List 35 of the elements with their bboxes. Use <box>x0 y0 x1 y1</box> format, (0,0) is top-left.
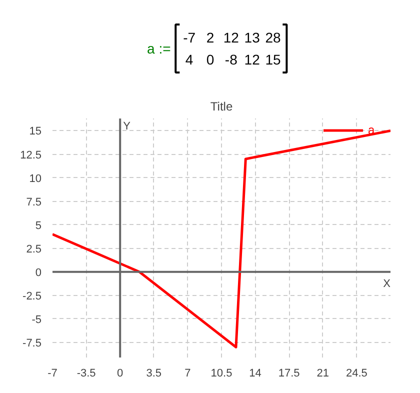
data-label: -8 <box>224 52 238 68</box>
data-label: 12 <box>244 52 260 68</box>
data-label: 2 <box>206 30 214 46</box>
data-label: 13 <box>244 30 260 46</box>
data-label: 15 <box>265 52 282 68</box>
x-tick-label: 7 <box>184 368 191 380</box>
x-tick-label: 3.5 <box>146 368 162 380</box>
y-tick-label: -2.5 <box>22 290 42 302</box>
y-tick-label: 0 <box>35 266 42 279</box>
y-tick-label: 12.5 <box>20 149 42 162</box>
chart-title: Title <box>210 100 233 114</box>
y-tick-label: 2.5 <box>26 243 42 256</box>
x-tick-label: 24.5 <box>346 368 368 380</box>
x-tick-label: -7 <box>48 368 58 380</box>
x-axis-title: X <box>383 278 392 290</box>
y-tick-label: 5 <box>35 220 42 232</box>
y-tick-label: 7.5 <box>26 196 42 208</box>
y-tick-label: 15 <box>29 126 42 138</box>
x-tick-label: 10.5 <box>210 368 232 380</box>
x-tick-label: 0 <box>117 368 124 380</box>
y-tick-label: -5 <box>32 314 42 326</box>
y-tick-label: -7.5 <box>22 337 42 350</box>
data-label: -7 <box>183 30 196 46</box>
data-label: 4 <box>185 52 194 68</box>
x-tick-label: 17.5 <box>278 368 300 380</box>
x-tick-label: 14 <box>249 368 262 380</box>
data-label: 12 <box>223 30 240 46</box>
text: a := <box>147 40 171 56</box>
y-axis-title: Y <box>123 120 132 132</box>
x-tick-label: -3.5 <box>76 368 96 380</box>
data-label: 0 <box>206 52 214 68</box>
data-label: 28 <box>265 30 282 46</box>
x-tick-label: 21 <box>316 368 330 380</box>
line-series <box>52 129 390 348</box>
y-tick-label: 10 <box>29 172 42 185</box>
